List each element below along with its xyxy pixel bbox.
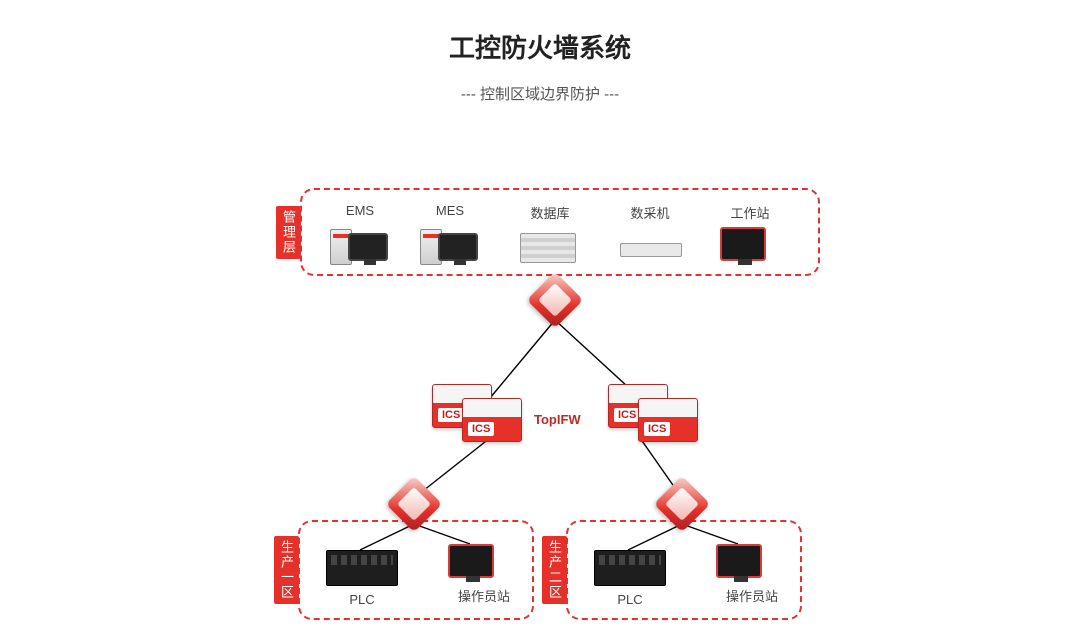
zone-prod1-label: 生产一区 — [274, 536, 299, 604]
device-label: PLC — [322, 592, 402, 607]
device-label: 操作员站 — [712, 586, 792, 605]
firewall-product-label: TopIFW — [534, 412, 581, 427]
firewall-ics-label: ICS — [644, 422, 670, 436]
zone-prod2-label: 生产二区 — [542, 536, 567, 604]
device-label: 数采机 — [610, 203, 690, 222]
device-label: 数据库 — [510, 203, 590, 222]
device-label: MES — [410, 203, 490, 218]
router-icon — [527, 272, 584, 329]
device-workstation: 操作员站 — [716, 544, 762, 578]
firewall-icon: ICS — [462, 398, 522, 442]
firewall-ics-label: ICS — [438, 408, 464, 422]
zone-management-label: 管理层 — [276, 206, 301, 259]
connection-lines — [0, 28, 1080, 636]
device-label: 工作站 — [710, 203, 790, 222]
device-label: 操作员站 — [444, 586, 524, 605]
network-diagram: 管理层 生产一区 生产二区 ICS ICS ICS ICS TopIFW EMS MES… — [0, 28, 1080, 636]
device-label: PLC — [590, 592, 670, 607]
firewall-ics-label: ICS — [468, 422, 494, 436]
device-workstation: 操作员站 — [448, 544, 494, 578]
firewall-icon: ICS — [638, 398, 698, 442]
device-label: EMS — [320, 203, 400, 218]
firewall-ics-label: ICS — [614, 408, 640, 422]
